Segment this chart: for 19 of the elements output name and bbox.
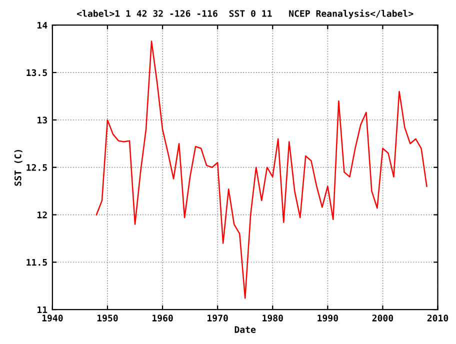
y-axis-title: SST (C) — [14, 150, 22, 186]
x-tick-label: 1950 — [97, 314, 118, 322]
x-tick-label: 1960 — [152, 314, 173, 322]
x-tick-label: 2000 — [372, 314, 394, 322]
line-series — [96, 40, 428, 299]
chart-title: <label>1 1 42 32 -126 -116 SST 0 11 NCEP Reanalysis</label> — [77, 9, 414, 19]
y-tick-label: 13 — [38, 116, 47, 124]
x-tick-label: 1980 — [262, 314, 283, 322]
x-tick-label: 1970 — [208, 314, 228, 322]
y-tick-label: 13.5 — [26, 69, 47, 76]
y-tick-label: 11 — [38, 306, 48, 314]
y-tick-label: 14 — [38, 22, 48, 29]
x-tick-label: 2010 — [427, 314, 448, 322]
x-tick-label: 1940 — [42, 314, 63, 322]
x-axis-title: Date — [234, 326, 256, 333]
y-tick-label: 12.5 — [26, 164, 47, 171]
y-tick-label: 12 — [38, 212, 47, 218]
y-tick-label: 11.5 — [26, 259, 47, 266]
x-tick-label: 1990 — [318, 314, 338, 322]
